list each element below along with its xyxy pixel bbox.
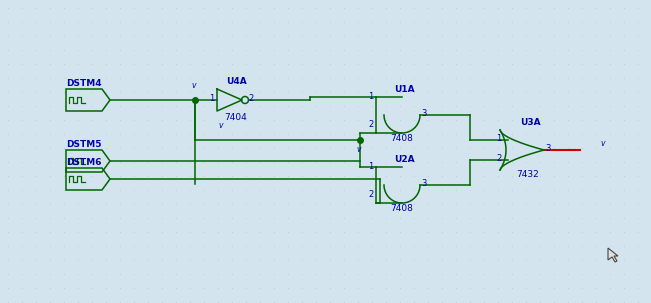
Text: v: v — [218, 121, 223, 130]
Text: DSTM6: DSTM6 — [66, 158, 102, 167]
Text: 7432: 7432 — [516, 170, 539, 179]
Text: DSTM4: DSTM4 — [66, 79, 102, 88]
Text: U3A: U3A — [520, 118, 540, 127]
Text: v: v — [600, 139, 605, 148]
Polygon shape — [608, 248, 618, 262]
Text: 7404: 7404 — [224, 113, 247, 122]
Text: U4A: U4A — [226, 77, 247, 86]
Text: v: v — [356, 145, 361, 154]
Text: v: v — [191, 81, 195, 90]
Text: 7408: 7408 — [390, 134, 413, 143]
Text: DSTM5: DSTM5 — [66, 140, 102, 149]
Text: 3: 3 — [421, 179, 426, 188]
Text: 1: 1 — [368, 162, 373, 171]
Text: U2A: U2A — [394, 155, 415, 164]
Text: 1: 1 — [496, 134, 501, 143]
Text: 3: 3 — [421, 109, 426, 118]
Text: 1: 1 — [209, 94, 214, 103]
Text: 3: 3 — [545, 144, 550, 153]
Text: 7408: 7408 — [390, 204, 413, 213]
Text: 2: 2 — [368, 120, 373, 129]
Text: 2: 2 — [368, 190, 373, 199]
Text: 1: 1 — [368, 92, 373, 101]
Text: U1A: U1A — [394, 85, 415, 94]
Text: 2: 2 — [496, 154, 501, 163]
Text: 2: 2 — [248, 94, 253, 103]
